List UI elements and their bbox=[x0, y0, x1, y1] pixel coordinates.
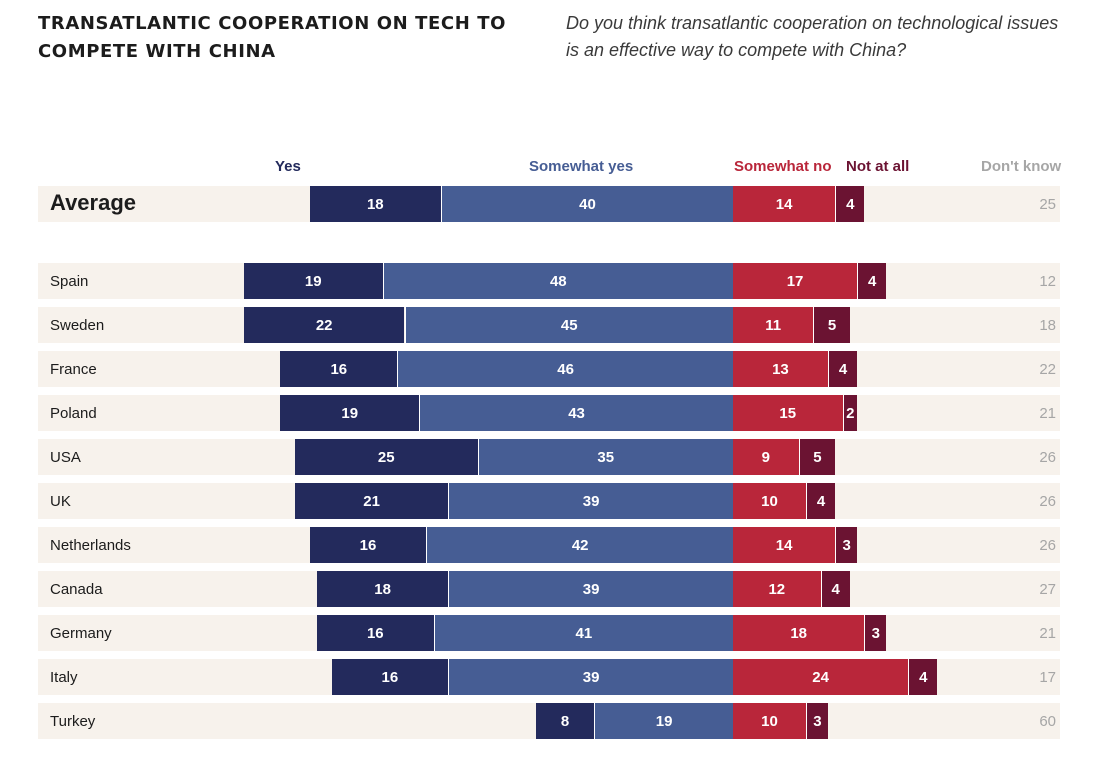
bar-somewhat-no-usa: 9 bbox=[733, 439, 799, 475]
row-label-turkey: Turkey bbox=[50, 713, 96, 730]
bar-not-at-all-sweden: 5 bbox=[813, 307, 850, 343]
bar-not-at-all-spain: 4 bbox=[857, 263, 887, 299]
bar-somewhat-no-poland: 15 bbox=[733, 395, 843, 431]
bar-yes-france: 16 bbox=[280, 351, 398, 387]
bar-somewhat-no-italy: 24 bbox=[733, 659, 909, 695]
bar-not-at-all-average: 4 bbox=[835, 186, 865, 222]
row-label-uk: UK bbox=[50, 493, 71, 510]
legend-somewhat-yes: Somewhat yes bbox=[529, 158, 634, 175]
legend-not-at-all: Not at all bbox=[846, 158, 910, 175]
bar-somewhat-no-uk: 10 bbox=[733, 483, 806, 519]
bar-not-at-all-uk: 4 bbox=[806, 483, 836, 519]
bar-somewhat-yes-average: 40 bbox=[441, 186, 733, 222]
bar-somewhat-yes-sweden: 45 bbox=[404, 307, 733, 343]
survey-question: Do you think transatlantic cooperation o… bbox=[566, 13, 1059, 60]
row-label-canada: Canada bbox=[50, 581, 103, 598]
dont-know-value-italy: 17 bbox=[1039, 668, 1056, 686]
bar-somewhat-no-sweden: 11 bbox=[733, 307, 814, 343]
dont-know-value-germany: 21 bbox=[1039, 624, 1056, 642]
bar-not-at-all-italy: 4 bbox=[908, 659, 938, 695]
bar-not-at-all-germany: 3 bbox=[864, 615, 887, 651]
row-label-usa: USA bbox=[50, 449, 81, 466]
bar-not-at-all-france: 4 bbox=[827, 351, 858, 387]
dont-know-value-france: 22 bbox=[1039, 360, 1056, 378]
bar-yes-italy: 16 bbox=[331, 659, 449, 695]
bar-yes-germany: 16 bbox=[316, 615, 434, 651]
bar-not-at-all-usa: 5 bbox=[798, 439, 836, 475]
dont-know-value-average: 25 bbox=[1039, 195, 1056, 213]
bar-somewhat-yes-turkey: 19 bbox=[594, 703, 733, 739]
bar-yes-sweden: 22 bbox=[243, 307, 405, 343]
bar-yes-usa: 25 bbox=[295, 439, 478, 475]
dont-know-value-canada: 27 bbox=[1039, 580, 1056, 598]
bar-not-at-all-canada: 4 bbox=[820, 571, 850, 607]
bar-somewhat-yes-spain: 48 bbox=[382, 263, 733, 299]
row-label-average: Average bbox=[50, 190, 137, 215]
bar-not-at-all-turkey: 3 bbox=[806, 703, 828, 739]
bar-yes-uk: 21 bbox=[295, 483, 449, 519]
dont-know-value-spain: 12 bbox=[1039, 272, 1056, 290]
bar-somewhat-no-germany: 18 bbox=[733, 615, 865, 651]
row-label-germany: Germany bbox=[50, 625, 112, 642]
bar-somewhat-yes-uk: 39 bbox=[448, 483, 733, 519]
bar-somewhat-no-spain: 17 bbox=[733, 263, 858, 299]
legend-dont-know: Don't know bbox=[981, 158, 1062, 175]
dont-know-value-sweden: 18 bbox=[1039, 316, 1056, 334]
bar-yes-netherlands: 16 bbox=[309, 527, 427, 563]
dont-know-value-turkey: 60 bbox=[1039, 712, 1056, 730]
row-label-netherlands: Netherlands bbox=[50, 537, 131, 554]
bar-not-at-all-netherlands: 3 bbox=[835, 527, 858, 563]
dont-know-value-netherlands: 26 bbox=[1039, 536, 1056, 554]
dont-know-value-uk: 26 bbox=[1039, 492, 1056, 510]
row-label-spain: Spain bbox=[50, 273, 89, 290]
bar-yes-poland: 19 bbox=[280, 395, 420, 431]
legend-somewhat-no: Somewhat no bbox=[734, 158, 832, 175]
bar-somewhat-no-france: 13 bbox=[733, 351, 828, 387]
dont-know-value-usa: 26 bbox=[1039, 448, 1056, 466]
bar-yes-turkey: 8 bbox=[535, 703, 595, 739]
bar-yes-canada: 18 bbox=[316, 571, 449, 607]
bar-somewhat-yes-usa: 35 bbox=[477, 439, 733, 475]
bar-not-at-all-poland: 2 bbox=[842, 395, 858, 431]
bar-somewhat-no-turkey: 10 bbox=[733, 703, 806, 739]
legend-yes: Yes bbox=[275, 158, 301, 175]
row-label-france: France bbox=[50, 361, 97, 378]
row-label-sweden: Sweden bbox=[50, 317, 105, 334]
bar-somewhat-no-canada: 12 bbox=[733, 571, 821, 607]
bar-somewhat-yes-italy: 39 bbox=[448, 659, 733, 695]
chart-title: TRANSATLANTIC COOPERATION ON TECH TO COM… bbox=[38, 13, 507, 62]
dont-know-value-poland: 21 bbox=[1039, 404, 1056, 422]
bar-somewhat-yes-canada: 39 bbox=[448, 571, 733, 607]
row-label-italy: Italy bbox=[50, 669, 78, 686]
bar-yes-spain: 19 bbox=[243, 263, 383, 299]
bar-somewhat-no-netherlands: 14 bbox=[733, 527, 836, 563]
bar-yes-average: 18 bbox=[309, 186, 441, 222]
bar-somewhat-yes-germany: 41 bbox=[433, 615, 733, 651]
bar-somewhat-yes-netherlands: 42 bbox=[426, 527, 733, 563]
bar-somewhat-yes-poland: 43 bbox=[419, 395, 733, 431]
row-label-poland: Poland bbox=[50, 405, 97, 422]
bar-somewhat-no-average: 14 bbox=[733, 186, 836, 222]
bar-somewhat-yes-france: 46 bbox=[397, 351, 733, 387]
